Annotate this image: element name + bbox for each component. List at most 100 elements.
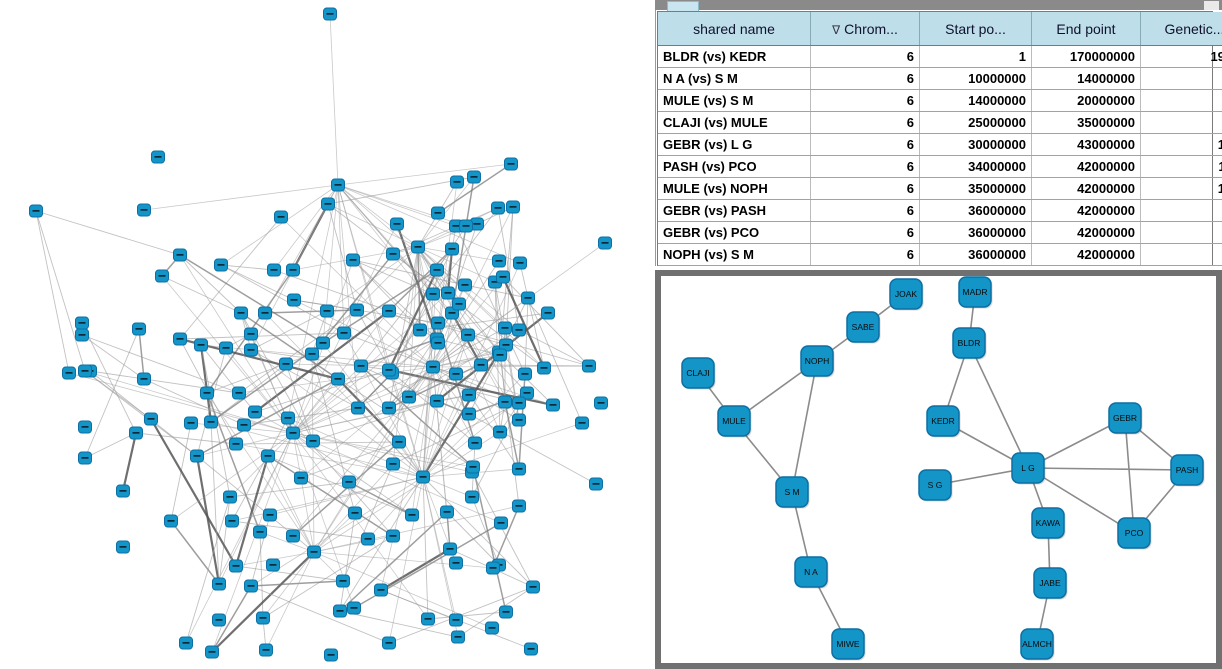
table-cell[interactable]: 36000000	[919, 221, 1032, 244]
main-network-canvas[interactable]	[0, 0, 655, 669]
table-cell[interactable]: 6	[810, 155, 920, 178]
table-row[interactable]: N A (vs) S M610000000140000006.6	[658, 67, 1222, 90]
table-cell[interactable]: 10.5	[1140, 177, 1222, 200]
table-cell[interactable]: 34000000	[919, 155, 1032, 178]
detail-node-box[interactable]	[794, 556, 828, 588]
detail-node-ALMCH[interactable]: ALMCH	[1020, 628, 1055, 661]
table-cell[interactable]: 6	[810, 89, 920, 112]
detail-node-GEBR[interactable]: GEBR	[1108, 402, 1143, 435]
table-cell[interactable]: 1	[919, 45, 1032, 68]
table-row[interactable]: MULE (vs) S M614000000200000007.5	[658, 89, 1222, 112]
column-header-1[interactable]: ∇ Chrom...	[810, 12, 920, 46]
detail-edge-BLDR-L G[interactable]	[968, 342, 1029, 469]
table-cell[interactable]: 11.4	[1140, 155, 1222, 178]
table-cell[interactable]: 35000000	[1031, 111, 1141, 134]
table-cell[interactable]: NOPH (vs) S M	[658, 243, 811, 266]
detail-node-CLAJI[interactable]: CLAJI	[681, 357, 716, 390]
table-cell[interactable]: 6	[810, 199, 920, 222]
table-cell[interactable]: 16.9	[1140, 133, 1222, 156]
detail-node-box[interactable]	[1011, 452, 1045, 484]
table-cell[interactable]: 6	[810, 133, 920, 156]
detail-node-box[interactable]	[889, 278, 923, 310]
detail-node-KEDR[interactable]: KEDR	[926, 405, 961, 438]
table-cell[interactable]: 192.0	[1140, 45, 1222, 68]
table-cell[interactable]: 35000000	[919, 177, 1032, 200]
table-cell[interactable]: N A (vs) S M	[658, 67, 811, 90]
detail-network-canvas[interactable]: JOAK MADR SABE NOPH CLAJI MULE BLDR KEDR GEBR L G…	[661, 276, 1216, 663]
detail-node-box[interactable]	[831, 628, 865, 660]
detail-node-PASH[interactable]: PASH	[1170, 454, 1205, 487]
detail-node-box[interactable]	[1117, 517, 1151, 549]
table-cell[interactable]: 10000000	[919, 67, 1032, 90]
detail-node-JABE[interactable]: JABE	[1033, 567, 1068, 600]
table-cell[interactable]: 20000000	[1031, 89, 1141, 112]
table-cell[interactable]: MULE (vs) S M	[658, 89, 811, 112]
table-cell[interactable]: 42000000	[1031, 155, 1141, 178]
table-cell[interactable]: 6	[810, 177, 920, 200]
detail-node-S M[interactable]: S M	[775, 476, 810, 509]
table-cell[interactable]: 14000000	[919, 89, 1032, 112]
table-cell[interactable]: PASH (vs) PCO	[658, 155, 811, 178]
column-header-4[interactable]: Genetic...	[1140, 12, 1222, 46]
table-cell[interactable]: 43000000	[1031, 133, 1141, 156]
table-cell[interactable]: 9.9	[1140, 243, 1222, 266]
detail-node-box[interactable]	[1031, 507, 1065, 539]
detail-node-MIWE[interactable]: MIWE	[831, 628, 866, 661]
table-row[interactable]: GEBR (vs) PASH636000000420000008.9	[658, 199, 1222, 222]
table-cell[interactable]: 170000000	[1031, 45, 1141, 68]
column-header-3[interactable]: End point	[1031, 12, 1141, 46]
table-row[interactable]: MULE (vs) NOPH6350000004200000010.5	[658, 177, 1222, 200]
detail-edge-L G-PASH[interactable]	[1027, 467, 1188, 471]
table-cell[interactable]: MULE (vs) NOPH	[658, 177, 811, 200]
table-cell[interactable]: BLDR (vs) KEDR	[658, 45, 811, 68]
detail-node-box[interactable]	[800, 345, 834, 377]
table-cell[interactable]: 8.4	[1140, 221, 1222, 244]
table-cell[interactable]: 14000000	[1031, 67, 1141, 90]
filter-funnel-icon[interactable]: ∇	[832, 22, 841, 37]
table-cell[interactable]: 5.9	[1140, 111, 1222, 134]
detail-node-BLDR[interactable]: BLDR	[952, 327, 987, 360]
detail-node-MADR[interactable]: MADR	[958, 276, 993, 309]
table-cell[interactable]: CLAJI (vs) MULE	[658, 111, 811, 134]
detail-node-box[interactable]	[1020, 628, 1054, 660]
detail-edge-NOPH-S M[interactable]	[791, 360, 818, 493]
detail-node-box[interactable]	[717, 405, 751, 437]
table-row[interactable]: BLDR (vs) KEDR61170000000192.0	[658, 45, 1222, 68]
table-cell[interactable]: GEBR (vs) L G	[658, 133, 811, 156]
detail-node-N A[interactable]: N A	[794, 556, 829, 589]
table-row[interactable]: GEBR (vs) PCO636000000420000008.4	[658, 221, 1222, 244]
detail-node-box[interactable]	[846, 311, 880, 343]
table-cell[interactable]: 7.5	[1140, 89, 1222, 112]
detail-node-SABE[interactable]: SABE	[846, 311, 881, 344]
table-cell[interactable]: GEBR (vs) PCO	[658, 221, 811, 244]
table-cell[interactable]: 25000000	[919, 111, 1032, 134]
table-cell[interactable]: 6	[810, 111, 920, 134]
detail-node-JOAK[interactable]: JOAK	[889, 278, 924, 311]
detail-node-box[interactable]	[918, 469, 952, 501]
detail-node-box[interactable]	[1033, 567, 1067, 599]
table-row[interactable]: CLAJI (vs) MULE625000000350000005.9	[658, 111, 1222, 134]
table-cell[interactable]: 6	[810, 221, 920, 244]
column-header-2[interactable]: Start po...	[919, 12, 1032, 46]
table-cell[interactable]: 42000000	[1031, 199, 1141, 222]
detail-edge-GEBR-PCO[interactable]	[1124, 417, 1135, 534]
table-cell[interactable]: 36000000	[919, 243, 1032, 266]
table-cell[interactable]: 8.9	[1140, 199, 1222, 222]
table-cell[interactable]: 6	[810, 243, 920, 266]
detail-node-L G[interactable]: L G	[1011, 452, 1046, 485]
column-header-0[interactable]: shared name	[658, 12, 811, 46]
table-cell[interactable]: 6	[810, 45, 920, 68]
detail-node-PCO[interactable]: PCO	[1117, 517, 1152, 550]
detail-node-S G[interactable]: S G	[918, 469, 953, 502]
detail-node-box[interactable]	[775, 476, 809, 508]
detail-node-KAWA[interactable]: KAWA	[1031, 507, 1066, 540]
detail-node-box[interactable]	[926, 405, 960, 437]
table-cell[interactable]: 36000000	[919, 199, 1032, 222]
panel-splitter[interactable]	[652, 0, 656, 266]
table-cell[interactable]: 42000000	[1031, 221, 1141, 244]
table-cell[interactable]: 42000000	[1031, 177, 1141, 200]
detail-node-MULE[interactable]: MULE	[717, 405, 752, 438]
table-row[interactable]: NOPH (vs) S M636000000420000009.9	[658, 243, 1222, 266]
table-cell[interactable]: 42000000	[1031, 243, 1141, 266]
table-cell[interactable]: 30000000	[919, 133, 1032, 156]
